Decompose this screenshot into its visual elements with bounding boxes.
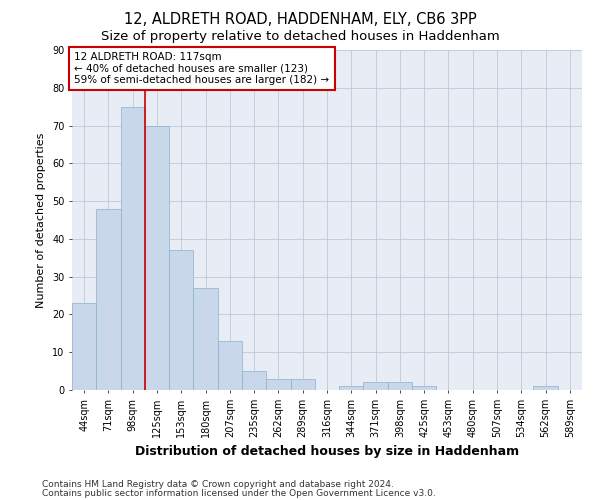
Text: Size of property relative to detached houses in Haddenham: Size of property relative to detached ho… [101,30,499,43]
Text: 12 ALDRETH ROAD: 117sqm
← 40% of detached houses are smaller (123)
59% of semi-d: 12 ALDRETH ROAD: 117sqm ← 40% of detache… [74,52,329,85]
Text: Contains HM Land Registry data © Crown copyright and database right 2024.: Contains HM Land Registry data © Crown c… [42,480,394,489]
Bar [266,378,290,390]
Bar [339,386,364,390]
Bar [290,378,315,390]
Bar [364,382,388,390]
Bar [72,303,96,390]
Bar [121,106,145,390]
Bar [242,371,266,390]
Bar [412,386,436,390]
Bar [96,208,121,390]
Y-axis label: Number of detached properties: Number of detached properties [37,132,46,308]
Bar [388,382,412,390]
X-axis label: Distribution of detached houses by size in Haddenham: Distribution of detached houses by size … [135,446,519,458]
Bar [533,386,558,390]
Bar [193,288,218,390]
Bar [169,250,193,390]
Bar [145,126,169,390]
Bar [218,341,242,390]
Text: 12, ALDRETH ROAD, HADDENHAM, ELY, CB6 3PP: 12, ALDRETH ROAD, HADDENHAM, ELY, CB6 3P… [124,12,476,28]
Text: Contains public sector information licensed under the Open Government Licence v3: Contains public sector information licen… [42,488,436,498]
